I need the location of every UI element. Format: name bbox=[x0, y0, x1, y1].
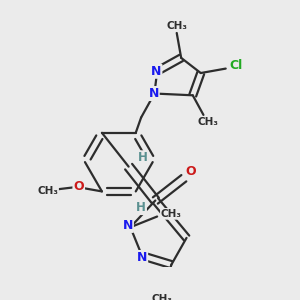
Text: Cl: Cl bbox=[230, 59, 243, 72]
Text: CH₃: CH₃ bbox=[166, 21, 187, 31]
Text: N: N bbox=[148, 87, 159, 100]
Text: N: N bbox=[122, 219, 133, 232]
Text: H: H bbox=[138, 151, 148, 164]
Text: CH₃: CH₃ bbox=[37, 186, 58, 197]
Text: CH₃: CH₃ bbox=[151, 294, 172, 300]
Text: CH₃: CH₃ bbox=[197, 117, 218, 127]
Text: N: N bbox=[137, 251, 147, 264]
Text: O: O bbox=[74, 180, 84, 193]
Text: N: N bbox=[151, 65, 161, 78]
Text: O: O bbox=[186, 166, 196, 178]
Text: CH₃: CH₃ bbox=[161, 209, 182, 219]
Text: H: H bbox=[136, 201, 146, 214]
